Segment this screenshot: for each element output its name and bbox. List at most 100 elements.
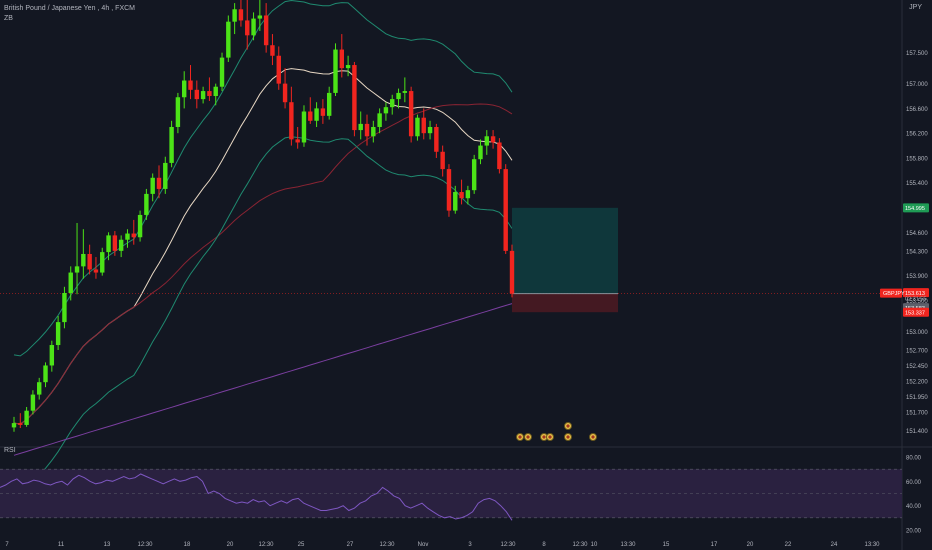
event-marker-icon-center	[591, 435, 595, 439]
time-tick-label: Nov	[418, 542, 429, 548]
candle-body	[358, 123, 363, 131]
indicator-label[interactable]: ZB	[4, 15, 13, 22]
candle-body	[364, 123, 370, 137]
candle-body	[308, 111, 313, 121]
candle-body	[484, 136, 489, 146]
symbol-line: British Pound / Japanese Yen, 4h, FXCM	[4, 4, 135, 14]
interval[interactable]: 4h	[101, 5, 110, 12]
rsi-label[interactable]: RSI	[4, 447, 16, 454]
time-tick-label: 12:30	[258, 542, 274, 548]
candle-body	[232, 9, 237, 22]
candle-body	[74, 266, 80, 273]
candle-body	[251, 18, 256, 36]
time-tick-label: 8	[542, 542, 546, 548]
candle-body	[106, 235, 111, 253]
long-position-tool	[0, 207, 902, 313]
candle-body	[333, 49, 338, 93]
rsi-tick-label: 80.00	[906, 456, 922, 462]
chart-legend: British Pound / Japanese Yen, 4h, FXCM Z…	[4, 4, 135, 24]
symbol-tag-label: GBPJPY	[883, 291, 905, 297]
profit-zone	[512, 207, 618, 294]
symbol-separator: ,	[111, 5, 114, 12]
stop-price-label-bg	[903, 307, 929, 317]
candle-body	[459, 192, 464, 199]
candle-body	[282, 83, 288, 103]
candle-body	[396, 92, 401, 100]
candle-body	[245, 20, 250, 36]
stop-price-label: 153.337	[905, 310, 925, 316]
price-tick-label: 154.300	[906, 249, 928, 255]
candle-body	[62, 292, 67, 323]
candle-body	[100, 252, 105, 273]
candle-body	[289, 102, 294, 140]
candle-body	[326, 92, 332, 116]
candle-body	[295, 139, 300, 143]
indicator-lines	[13, 0, 513, 493]
candle-body	[49, 345, 55, 366]
candle-body	[169, 126, 174, 163]
time-tick-label: 24	[831, 542, 838, 548]
candle-body	[144, 193, 149, 215]
candle-body	[301, 111, 307, 143]
candle-body	[377, 113, 382, 127]
time-tick-label: 13:30	[620, 542, 636, 548]
price-tick-label: 157.000	[906, 82, 928, 88]
price-tick-label: 153.000	[906, 330, 928, 336]
event-marker-icon-center	[526, 435, 530, 439]
moving-average-slow	[13, 103, 513, 425]
candle-body	[446, 169, 452, 211]
time-tick-label: 18	[184, 542, 191, 548]
candle-body	[314, 108, 319, 121]
rsi-line	[0, 473, 513, 521]
candle-body	[175, 97, 181, 127]
time-tick-label: 20	[227, 542, 234, 548]
price-tick-label: 156.200	[906, 132, 928, 138]
candle-body	[68, 272, 73, 293]
candle-body	[503, 169, 508, 251]
symbol-name[interactable]: British Pound / Japanese Yen	[4, 5, 96, 12]
candle-body	[320, 108, 326, 116]
candle-body	[207, 91, 212, 97]
candle-body	[465, 190, 471, 199]
candle-body	[352, 65, 357, 131]
time-tick-label: 7	[5, 542, 9, 548]
rsi-tick-label: 40.00	[906, 504, 922, 510]
candle-body	[200, 91, 206, 100]
countdown-label: 02:31:55	[905, 297, 926, 303]
candle-body	[87, 253, 92, 270]
time-tick-label: 13	[104, 542, 111, 548]
time-tick-label: 12:30	[572, 542, 588, 548]
candle-body	[408, 91, 414, 137]
moving-average-long	[13, 303, 513, 456]
time-tick-label: 10	[591, 542, 598, 548]
candle-body	[156, 177, 162, 189]
candle-body	[11, 423, 17, 428]
candle-body	[339, 49, 345, 69]
price-tick-label: 153.900	[906, 274, 928, 280]
candle-body	[440, 151, 445, 170]
time-tick-label: 12:30	[500, 542, 516, 548]
candle-body	[427, 126, 433, 134]
time-tick-label: 3	[468, 542, 472, 548]
candle-body	[238, 9, 244, 21]
symbol-separator: ,	[97, 5, 100, 12]
time-tick-label: 25	[298, 542, 305, 548]
candle-body	[37, 382, 42, 395]
symbol-tag-bg	[880, 288, 902, 298]
candle-body	[434, 126, 439, 152]
candle-body	[81, 253, 86, 267]
candle-body	[30, 394, 36, 411]
candle-body	[263, 15, 269, 46]
candle-body	[24, 410, 29, 425]
candle-body	[55, 322, 61, 346]
lower-band	[13, 136, 513, 493]
event-marker-icon-center	[566, 435, 570, 439]
stop-zone	[512, 293, 618, 313]
candle-body	[371, 126, 376, 137]
time-tick-label: 22	[785, 542, 792, 548]
candle-body	[131, 233, 136, 238]
candle-body	[257, 15, 263, 19]
